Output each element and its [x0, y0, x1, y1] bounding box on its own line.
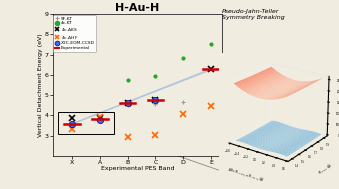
- Title: H-Au-H: H-Au-H: [115, 3, 159, 13]
- Legend: SF-KT, 4c-KT, 4c-$\Delta$KS, 4c-$\Delta$HF, X2C-EOM-CCSD, Experimental: SF-KT, 4c-KT, 4c-$\Delta$KS, 4c-$\Delta$…: [54, 15, 96, 52]
- X-axis label: Experimental PES Band: Experimental PES Band: [101, 167, 174, 171]
- Y-axis label: $R_{Au-H}$ (Å): $R_{Au-H}$ (Å): [316, 161, 334, 177]
- Y-axis label: Vertical Detachment Energy (eV): Vertical Detachment Energy (eV): [38, 33, 43, 137]
- X-axis label: $\Delta R = R_{Au-H_1} - R_{Au-H_2}$ (Å): $\Delta R = R_{Au-H_1} - R_{Au-H_2}$ (Å): [226, 166, 265, 186]
- Text: Pseudo-Jahn-Teller
Symmetry Breaking: Pseudo-Jahn-Teller Symmetry Breaking: [222, 9, 285, 20]
- Bar: [58, 112, 114, 134]
